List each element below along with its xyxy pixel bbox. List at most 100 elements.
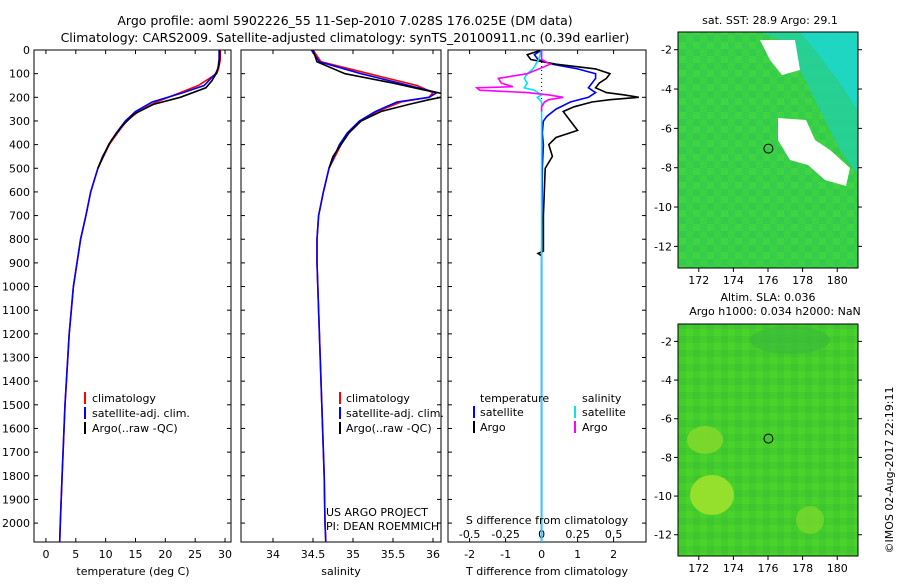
series-climatology xyxy=(58,50,222,542)
map-y-tick-label: -6 xyxy=(661,122,672,135)
legend-argo: Argo(..raw -QC) xyxy=(346,422,432,435)
y-tick-label: 1700 xyxy=(2,446,30,459)
y-tick-label: 200 xyxy=(9,91,30,104)
sst-cloud-mask xyxy=(778,118,850,186)
salinity-panel-frame xyxy=(240,49,442,543)
map-y-tick-label: -12 xyxy=(654,240,672,253)
x-tick-label: 15 xyxy=(128,548,142,561)
map-y-tick-label: -6 xyxy=(661,413,672,426)
x-tick-label: 0 xyxy=(538,548,545,561)
legend-climatology: climatology xyxy=(346,392,410,405)
sla-map-title: Altim. SLA: 0.036 xyxy=(720,291,815,304)
y-tick-label: 1600 xyxy=(2,422,30,435)
x-tick-label: 20 xyxy=(158,548,172,561)
series-argo xyxy=(312,50,441,169)
map-y-tick-label: -4 xyxy=(661,83,672,96)
y-tick-label: 100 xyxy=(9,68,30,81)
sst-warmest-region xyxy=(800,32,858,110)
temperature-lines xyxy=(58,50,222,542)
salinity-lines xyxy=(310,50,441,542)
series-s-argo xyxy=(474,50,564,112)
x-tick-label: 35.5 xyxy=(381,548,406,561)
temperature-panel-frame xyxy=(33,49,232,543)
series-t-argo xyxy=(525,50,639,257)
y-tick-label: 1100 xyxy=(2,304,30,317)
x-tick-label: 1 xyxy=(574,548,581,561)
sla-map xyxy=(677,323,859,557)
map-x-tick-label: 172 xyxy=(688,274,709,287)
legend-title-salinity: salinity xyxy=(582,392,622,405)
y-tick-label: 400 xyxy=(9,139,30,152)
y-tick-label: 900 xyxy=(9,257,30,270)
map-x-tick-label: 172 xyxy=(688,562,709,575)
y-tick-label: 1400 xyxy=(2,375,30,388)
map-x-tick-label: 178 xyxy=(792,274,813,287)
y-tick-label: 0 xyxy=(23,44,30,57)
difference-lines xyxy=(474,50,639,542)
x-tick-label: 0 xyxy=(42,548,49,561)
salinity-xlabel: salinity xyxy=(321,565,361,578)
y-tick-label: 700 xyxy=(9,210,30,223)
sla-map-axes: 172 174 176 178 180 -2 -4 -6 -8 -10 -12 xyxy=(654,335,862,575)
sst-map xyxy=(677,31,859,269)
y-tick-label: 2000 xyxy=(2,517,30,530)
difference-panel-frame xyxy=(447,49,647,543)
sla-high-region xyxy=(796,506,824,534)
s-tick-label: -0.25 xyxy=(491,528,519,541)
map-y-tick-label: -2 xyxy=(661,44,672,57)
map-y-tick-label: -2 xyxy=(661,335,672,348)
series-t-satellite xyxy=(533,50,598,542)
legend-climatology: climatology xyxy=(92,392,156,405)
legend-title-temperature: temperature xyxy=(480,392,549,405)
salinity-axes: 34 34.5 35 35.5 36 xyxy=(241,49,441,561)
temperature-legend: climatology satellite-adj. clim. Argo(..… xyxy=(84,392,190,435)
legend-t-argo: Argo xyxy=(480,421,506,434)
sla-low-region xyxy=(750,326,830,354)
temperature-axes: 0100200300400500600700800900100011001200… xyxy=(2,44,232,561)
y-tick-label: 1500 xyxy=(2,399,30,412)
map-y-tick-label: -4 xyxy=(661,374,672,387)
x-tick-label: -1 xyxy=(500,548,511,561)
x-tick-label: 34.5 xyxy=(301,548,326,561)
map-y-tick-label: -10 xyxy=(654,490,672,503)
map-y-tick-label: -8 xyxy=(661,451,672,464)
s-diff-xlabel: S difference from climatology xyxy=(466,514,629,527)
map-x-tick-label: 174 xyxy=(723,562,744,575)
legend-s-argo: Argo xyxy=(582,421,608,434)
y-tick-label: 500 xyxy=(9,162,30,175)
map-y-tick-label: -8 xyxy=(661,162,672,175)
series-s-satellite xyxy=(523,50,544,542)
s-tick-label: 0.5 xyxy=(605,528,623,541)
project-annotation: US ARGO PROJECT xyxy=(326,506,428,519)
x-tick-label: 2 xyxy=(610,548,617,561)
map-x-tick-label: 180 xyxy=(827,562,848,575)
x-tick-label: 36 xyxy=(426,548,440,561)
legend-satellite: satellite-adj. clim. xyxy=(346,407,444,420)
series-satellite-adj-clim- xyxy=(58,50,220,542)
pi-annotation: PI: DEAN ROEMMICH xyxy=(326,520,439,533)
x-tick-label: 30 xyxy=(218,548,232,561)
legend-satellite: satellite-adj. clim. xyxy=(92,407,190,420)
title-line-2: Climatology: CARS2009. Satellite-adjuste… xyxy=(61,30,630,45)
map-y-tick-label: -12 xyxy=(654,529,672,542)
legend-argo: Argo(..raw -QC) xyxy=(92,422,178,435)
y-tick-label: 1900 xyxy=(2,493,30,506)
sla-high-region xyxy=(687,426,723,454)
legend-s-satellite: satellite xyxy=(582,406,626,419)
y-tick-label: 1300 xyxy=(2,352,30,365)
x-tick-label: 34 xyxy=(266,548,280,561)
s-tick-label: 0.25 xyxy=(565,528,590,541)
x-tick-label: 5 xyxy=(72,548,79,561)
sla-high-region xyxy=(690,475,734,515)
imos-credit: ©IMOS 02-Aug-2017 22:19:11 xyxy=(883,387,896,554)
map-y-tick-label: -10 xyxy=(654,201,672,214)
series-satellite-adj-clim- xyxy=(310,50,440,542)
sst-map-title: sat. SST: 28.9 Argo: 29.1 xyxy=(702,14,838,27)
y-tick-label: 1200 xyxy=(2,328,30,341)
legend-t-satellite: satellite xyxy=(480,406,524,419)
title-line-1: Argo profile: aoml 5902226_55 11-Sep-201… xyxy=(117,13,572,28)
y-tick-label: 1000 xyxy=(2,281,30,294)
